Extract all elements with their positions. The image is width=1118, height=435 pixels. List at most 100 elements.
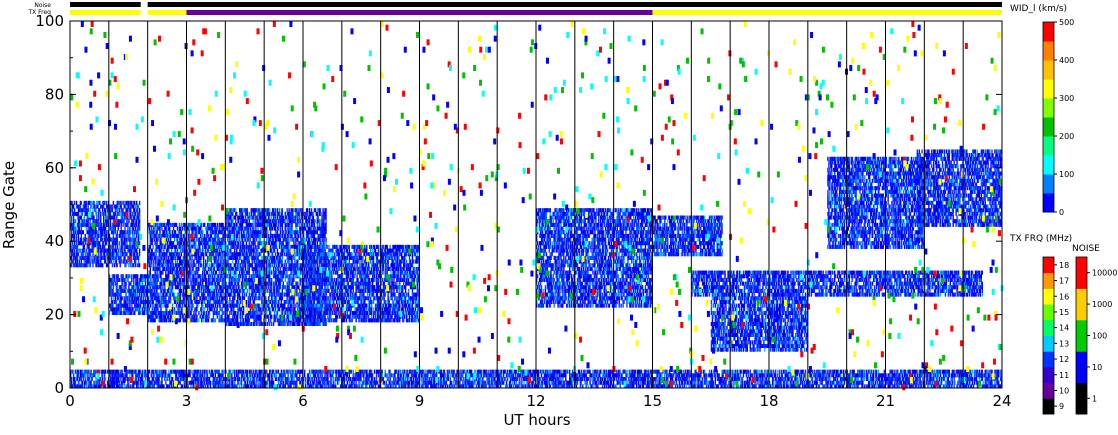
- echo-cell: [131, 237, 133, 242]
- echo-cell: [209, 252, 212, 257]
- echo-cell: [121, 252, 123, 257]
- echo-cell: [316, 211, 318, 216]
- echo-cell: [194, 281, 196, 286]
- echo-cell: [164, 222, 166, 227]
- echo-cell: [225, 244, 227, 249]
- echo-cell: [243, 208, 246, 213]
- echo-cell: [150, 318, 152, 323]
- echo-cell: [201, 303, 203, 308]
- echo-cell: [195, 299, 197, 304]
- echo-cell: [198, 266, 200, 271]
- echo-cell: [115, 252, 117, 257]
- echo-cell: [236, 226, 239, 231]
- echo-cell: [118, 259, 120, 264]
- echo-cell: [282, 266, 284, 271]
- echo-cell: [284, 321, 286, 327]
- echo-cell: [142, 310, 145, 315]
- echo-cell: [155, 274, 157, 279]
- echo-cell: [273, 318, 276, 323]
- echo-cell: [275, 288, 278, 293]
- echo-cell: [301, 285, 303, 290]
- echo-cell: [171, 288, 174, 293]
- echo-cell: [292, 299, 294, 304]
- echo-cell: [257, 222, 259, 227]
- echo-cell: [237, 241, 240, 246]
- echo-cell: [245, 252, 248, 257]
- echo-cell: [300, 237, 302, 242]
- echo-cell: [151, 241, 153, 246]
- echo-cell: [270, 222, 273, 227]
- echo-cell: [290, 274, 292, 279]
- echo-cell: [214, 233, 217, 238]
- echo-cell: [241, 208, 244, 213]
- echo-cell: [301, 215, 303, 220]
- echo-cell: [270, 288, 273, 293]
- echo-cell: [201, 288, 203, 293]
- echo-cell: [268, 296, 270, 301]
- echo-cell: [301, 314, 303, 319]
- echo-cell: [194, 318, 196, 323]
- echo-cell: [276, 292, 279, 297]
- echo-cell: [118, 219, 120, 224]
- echo-cell: [97, 200, 99, 205]
- echo-cell: [316, 215, 318, 220]
- echo-cell: [253, 259, 255, 264]
- echo-cell: [253, 230, 255, 235]
- echo-cell: [299, 266, 301, 271]
- echo-cell: [280, 274, 283, 279]
- echo-cell: [234, 215, 236, 220]
- echo-cell: [88, 244, 90, 249]
- echo-cell: [232, 307, 234, 312]
- echo-cell: [177, 233, 180, 238]
- echo-cell: [277, 321, 280, 327]
- echo-cell: [78, 208, 81, 213]
- echo-cell: [168, 285, 170, 290]
- echo-cell: [265, 314, 267, 319]
- echo-cell: [75, 263, 78, 268]
- echo-cell: [221, 226, 223, 231]
- echo-cell: [165, 314, 167, 319]
- echo-cell: [274, 211, 277, 216]
- echo-cell: [137, 263, 140, 268]
- echo-cell: [260, 222, 262, 227]
- echo-cell: [292, 237, 294, 242]
- echo-cell: [99, 241, 101, 246]
- echo-cell: [136, 248, 138, 253]
- echo-cell: [134, 230, 136, 235]
- echo-cell: [250, 285, 252, 290]
- echo-cell: [173, 281, 176, 286]
- echo-cell: [118, 200, 120, 205]
- echo-cell: [112, 274, 115, 279]
- echo-cell: [230, 255, 232, 260]
- echo-cell: [270, 303, 273, 308]
- echo-cell: [285, 252, 287, 257]
- echo-cell: [268, 318, 270, 323]
- echo-cell: [78, 259, 81, 264]
- echo-cell: [212, 296, 215, 301]
- echo-cell: [300, 219, 302, 224]
- echo-cell: [289, 233, 291, 238]
- echo-cell: [126, 200, 128, 205]
- echo-cell: [271, 252, 274, 257]
- echo-cell: [124, 211, 126, 216]
- echo-cell: [81, 255, 84, 260]
- echo-cell: [206, 233, 209, 238]
- echo-cell: [141, 274, 144, 279]
- echo-cell: [116, 303, 118, 308]
- echo-cell: [212, 252, 215, 257]
- echo-cell: [271, 237, 274, 242]
- echo-cell: [201, 277, 203, 282]
- echo-cell: [148, 230, 151, 235]
- echo-cell: [141, 292, 144, 297]
- echo-cell: [164, 285, 166, 290]
- echo-cell: [240, 233, 243, 238]
- echo-cell: [166, 255, 168, 260]
- echo-cell: [179, 310, 182, 315]
- echo-cell: [233, 299, 235, 304]
- echo-cell: [236, 285, 238, 290]
- echo-cell: [308, 215, 311, 220]
- echo-cell: [284, 233, 286, 238]
- echo-cell: [186, 310, 188, 315]
- echo-cell: [118, 292, 120, 297]
- echo-cell: [287, 233, 289, 238]
